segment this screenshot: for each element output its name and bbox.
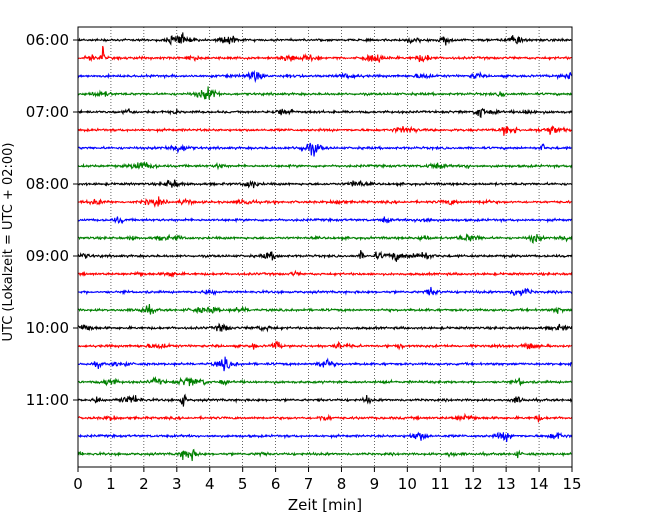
trace-line bbox=[77, 304, 573, 315]
trace-line bbox=[77, 160, 573, 171]
trace-line bbox=[77, 250, 573, 262]
x-axis-label: Zeit [min] bbox=[288, 496, 362, 514]
trace-line bbox=[77, 375, 573, 387]
trace-line bbox=[77, 125, 573, 136]
x-tick-label: 14 bbox=[530, 475, 549, 493]
trace-line bbox=[77, 356, 573, 372]
y-ticks: 06:00 07:00 08:00 09:00 10:00 11:00 bbox=[26, 31, 78, 409]
y-tick-label: 09:00 bbox=[26, 247, 69, 265]
trace-line bbox=[77, 412, 573, 423]
x-tick-label: 0 bbox=[73, 475, 83, 493]
x-tick-label: 15 bbox=[562, 475, 581, 493]
y-axis-label: UTC (Lokalzeit = UTC + 02:00) bbox=[1, 143, 16, 342]
y-tick-label: 08:00 bbox=[26, 175, 69, 193]
x-tick-label: 1 bbox=[106, 475, 116, 493]
x-tick-label: 3 bbox=[172, 475, 182, 493]
trace-line bbox=[77, 179, 573, 189]
trace-line bbox=[77, 286, 573, 297]
x-tick-label: 2 bbox=[139, 475, 149, 493]
trace-layer bbox=[77, 32, 573, 462]
trace-line bbox=[77, 32, 573, 46]
x-tick-label: 10 bbox=[398, 475, 417, 493]
trace-line bbox=[77, 269, 573, 278]
x-tick-label: 7 bbox=[304, 475, 314, 493]
trace-line bbox=[77, 448, 573, 462]
trace-line bbox=[77, 45, 572, 63]
y-tick-label: 10:00 bbox=[26, 319, 69, 337]
x-tick-label: 6 bbox=[271, 475, 281, 493]
y-tick-label: 06:00 bbox=[26, 31, 69, 49]
trace-line bbox=[77, 393, 573, 407]
grid-layer bbox=[110, 27, 540, 467]
trace-line bbox=[77, 196, 572, 208]
trace-line bbox=[77, 107, 573, 119]
trace-line bbox=[77, 142, 573, 157]
trace-line bbox=[77, 339, 573, 351]
x-tick-label: 8 bbox=[337, 475, 347, 493]
plot-frame bbox=[77, 26, 573, 468]
y-tick-label: 07:00 bbox=[26, 103, 69, 121]
trace-line bbox=[77, 233, 573, 245]
x-tick-label: 11 bbox=[431, 475, 450, 493]
trace-line bbox=[77, 322, 573, 333]
x-tick-label: 13 bbox=[497, 475, 516, 493]
y-tick-label: 11:00 bbox=[26, 391, 69, 409]
trace-line bbox=[77, 431, 573, 443]
x-tick-label: 9 bbox=[370, 475, 380, 493]
trace-line bbox=[77, 216, 573, 225]
x-ticks: 0 1 2 3 4 5 6 7 8 9 10 11 12 13 14 15 bbox=[73, 467, 582, 493]
trace-line bbox=[77, 69, 573, 84]
x-tick-label: 12 bbox=[464, 475, 483, 493]
trace-line bbox=[77, 86, 573, 100]
x-tick-label: 4 bbox=[205, 475, 215, 493]
x-tick-label: 5 bbox=[238, 475, 248, 493]
